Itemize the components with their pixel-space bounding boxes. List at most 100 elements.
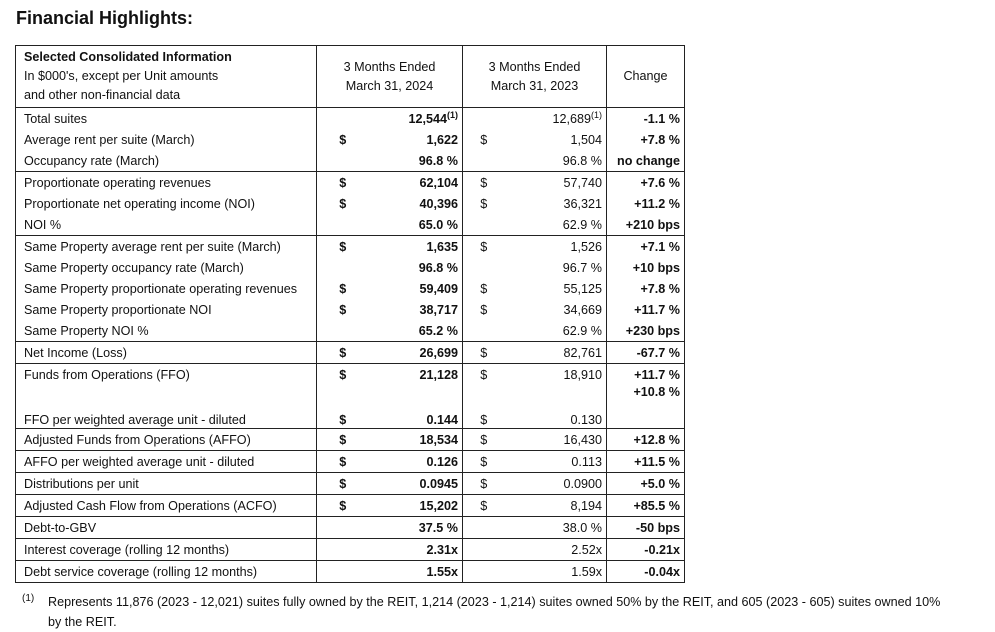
header-line: March 31, 2023 bbox=[490, 78, 579, 93]
value-2024: 26,699 bbox=[368, 341, 463, 364]
value-text: 0.130 bbox=[570, 413, 602, 427]
value-text: 12,689 bbox=[552, 111, 591, 126]
header-cell: 3 Months Ended March 31, 2024 bbox=[316, 45, 463, 108]
value-text: 37.5 % bbox=[418, 520, 458, 535]
value-text: 40,396 bbox=[419, 196, 458, 211]
value-2023: 36,321 bbox=[504, 193, 607, 214]
row-label: AFFO per weighted average unit - diluted bbox=[15, 450, 317, 473]
value-text: 1,635 bbox=[426, 239, 458, 254]
change: -67.7 % bbox=[606, 341, 685, 364]
value-2023: 38.0 % bbox=[504, 516, 607, 539]
table-row: Same Property NOI % 65.2 % 62.9 % +230 bps bbox=[15, 320, 685, 342]
row-label: Average rent per suite (March) bbox=[15, 129, 317, 150]
value-2023: 62.9 % bbox=[504, 214, 607, 236]
row-label: FFO per weighted average unit - diluted bbox=[15, 385, 317, 429]
change: +11.5 % bbox=[606, 450, 685, 473]
row-label: Net Income (Loss) bbox=[15, 341, 317, 364]
row-label: Interest coverage (rolling 12 months) bbox=[15, 538, 317, 561]
row-label: Debt service coverage (rolling 12 months… bbox=[15, 560, 317, 583]
value-text: 62.9 % bbox=[562, 217, 602, 232]
value-2023: 1,526 bbox=[504, 235, 607, 257]
currency-sign: $ bbox=[339, 413, 347, 427]
footnote-marker: (1) bbox=[22, 593, 35, 604]
financial-table: Selected Consolidated Information In $000… bbox=[15, 45, 685, 583]
change: -50 bps bbox=[606, 516, 685, 539]
value-2024: 0.144 bbox=[368, 385, 463, 429]
row-group: Adjusted Cash Flow from Operations (ACFO… bbox=[15, 494, 685, 517]
value-text: 62,104 bbox=[419, 175, 458, 190]
currency-sign: $ bbox=[480, 432, 488, 447]
value-text: 1,622 bbox=[426, 132, 458, 147]
row-label: Same Property occupancy rate (March) bbox=[15, 257, 317, 278]
value-2023: 55,125 bbox=[504, 278, 607, 299]
value-text: 26,699 bbox=[419, 345, 458, 360]
header-line: Selected Consolidated Information bbox=[24, 50, 232, 64]
table-row: Distributions per unit $0.0945 $0.0900 +5.0… bbox=[15, 472, 685, 495]
change: +12.8 % bbox=[606, 428, 685, 451]
currency-sign: $ bbox=[480, 476, 488, 491]
currency-sign: $ bbox=[480, 196, 488, 211]
currency-sign bbox=[463, 257, 505, 278]
value-2024: 1,635 bbox=[368, 235, 463, 257]
value-text: 1.59x bbox=[571, 564, 602, 579]
table-row: Net Income (Loss) $26,699 $82,761 -67.7 % bbox=[15, 341, 685, 364]
table-row: Total suites 12,544(1) 12,689(1) -1.1 % bbox=[15, 107, 685, 130]
note-ref: (1) bbox=[591, 109, 602, 120]
row-label: Occupancy rate (March) bbox=[15, 150, 317, 172]
value-2023: 57,740 bbox=[504, 171, 607, 193]
row-label: Proportionate net operating income (NOI) bbox=[15, 193, 317, 214]
row-label: Adjusted Funds from Operations (AFFO) bbox=[15, 428, 317, 451]
header-line: 3 Months Ended bbox=[488, 59, 581, 74]
row-group: Same Property average rent per suite (Ma… bbox=[15, 235, 685, 342]
currency-sign bbox=[317, 108, 369, 130]
value-2023: 96.7 % bbox=[504, 257, 607, 278]
value-text: 96.7 % bbox=[562, 260, 602, 275]
value-2023: 18,910 bbox=[504, 363, 607, 385]
table-row: Interest coverage (rolling 12 months) 2.3… bbox=[15, 538, 685, 561]
currency-sign: $ bbox=[339, 498, 347, 513]
row-label: Same Property proportionate NOI bbox=[15, 299, 317, 320]
currency-sign: $ bbox=[480, 454, 488, 469]
value-2024: 0.0945 bbox=[368, 472, 463, 495]
row-group: AFFO per weighted average unit - diluted… bbox=[15, 450, 685, 473]
footnote-text: Represents 11,876 (2023 - 12,021) suites… bbox=[48, 595, 941, 629]
value-text: 96.8 % bbox=[418, 153, 458, 168]
value-2023: 82,761 bbox=[504, 341, 607, 364]
header-line: March 31, 2024 bbox=[345, 78, 434, 93]
currency-sign: $ bbox=[480, 302, 488, 317]
row-group: Proportionate operating revenues $62,104 $… bbox=[15, 171, 685, 236]
value-2024: 38,717 bbox=[368, 299, 463, 320]
value-2024: 37.5 % bbox=[368, 516, 463, 539]
change: +7.8 % bbox=[606, 278, 685, 299]
change: +210 bps bbox=[606, 214, 685, 236]
currency-sign bbox=[463, 539, 505, 561]
value-text: 59,409 bbox=[419, 281, 458, 296]
row-label: Total suites bbox=[15, 107, 317, 129]
table-row: Adjusted Cash Flow from Operations (ACFO… bbox=[15, 494, 685, 517]
row-group: Interest coverage (rolling 12 months) 2.3… bbox=[15, 538, 685, 561]
row-label: Same Property NOI % bbox=[15, 320, 317, 342]
value-2023: 1.59x bbox=[504, 560, 607, 583]
value-2023: 1,504 bbox=[504, 129, 607, 150]
table-row: Debt service coverage (rolling 12 months… bbox=[15, 560, 685, 583]
currency-sign: $ bbox=[339, 476, 347, 491]
value-2024: 2.31x bbox=[368, 538, 463, 561]
currency-sign: $ bbox=[480, 239, 488, 254]
value-text: 2.31x bbox=[426, 542, 458, 557]
currency-sign bbox=[317, 517, 369, 539]
value-text: 34,669 bbox=[563, 302, 602, 317]
currency-sign: $ bbox=[480, 281, 488, 296]
value-2023: 0.113 bbox=[504, 450, 607, 473]
change: +7.6 % bbox=[606, 171, 685, 193]
currency-sign: $ bbox=[339, 175, 347, 190]
header-cell: Change bbox=[606, 45, 685, 108]
value-text: 38,717 bbox=[419, 302, 458, 317]
currency-sign bbox=[317, 539, 369, 561]
change: +11.7 % bbox=[606, 299, 685, 320]
value-text: 38.0 % bbox=[562, 520, 602, 535]
header-cell: Selected Consolidated Information In $000… bbox=[15, 45, 317, 108]
row-label: Distributions per unit bbox=[15, 472, 317, 495]
change: -1.1 % bbox=[606, 107, 685, 129]
value-2023: 34,669 bbox=[504, 299, 607, 320]
currency-sign: $ bbox=[339, 132, 347, 147]
